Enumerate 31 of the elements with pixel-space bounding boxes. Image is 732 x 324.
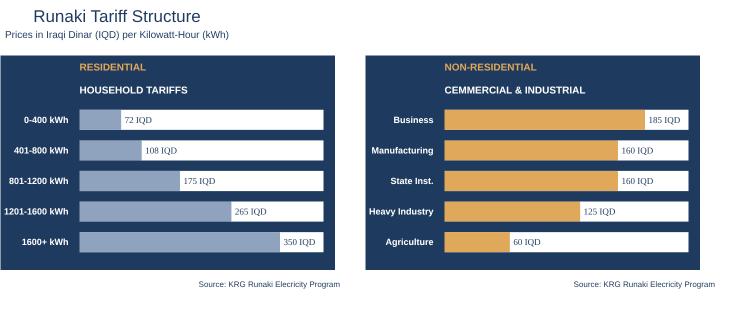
y-tick-label: Business bbox=[393, 114, 434, 125]
source-note: Source: KRG Runaki Elecricity Program bbox=[198, 279, 340, 290]
y-tick-label: 1201-1600 kWh bbox=[4, 206, 69, 217]
text: Runaki Tariff Structure bbox=[32, 6, 202, 28]
chart-title: RESIDENTIAL bbox=[80, 62, 146, 74]
data-label: 350 IQD bbox=[284, 237, 316, 248]
data-label: 160 IQD bbox=[621, 176, 654, 186]
source-note: Source: KRG Runaki Elecricity Program bbox=[572, 279, 715, 290]
bar bbox=[80, 110, 122, 130]
data-label: 72 IQD bbox=[124, 114, 152, 125]
data-label: 175 IQD bbox=[184, 176, 216, 186]
data-label: 108 IQD bbox=[145, 145, 178, 156]
y-tick-label: 801-1200 kWh bbox=[8, 176, 69, 186]
y-tick-label: 401-800 kWh bbox=[14, 145, 69, 156]
data-label: 265 IQD bbox=[234, 206, 268, 217]
data-label: 160 IQD bbox=[621, 145, 654, 156]
data-label: 125 IQD bbox=[584, 206, 616, 217]
text: Prices in Iraqi Dinar (IQD) per Kilowatt-Hour (kWh) bbox=[5, 29, 229, 44]
y-tick-label: 0-400 kWh bbox=[24, 114, 69, 125]
y-tick-label: Agriculture bbox=[385, 237, 434, 248]
bar bbox=[444, 232, 510, 252]
y-tick-label: 1600+ kWh bbox=[22, 237, 69, 248]
y-tick-label: State Inst. bbox=[390, 176, 434, 186]
y-tick-label: Manufacturing bbox=[372, 145, 434, 156]
chart-title: NON-RESIDENTIAL bbox=[444, 62, 537, 74]
y-tick-label: Heavy Industry bbox=[368, 206, 434, 217]
data-label: 60 IQD bbox=[513, 237, 542, 248]
data-label: 185 IQD bbox=[648, 114, 681, 125]
chart-subtitle: HOUSEHOLD TARIFFS bbox=[80, 86, 188, 96]
bar bbox=[80, 140, 142, 160]
chart-subtitle: CEMMERCIAL & INDUSTRIAL bbox=[444, 86, 586, 96]
